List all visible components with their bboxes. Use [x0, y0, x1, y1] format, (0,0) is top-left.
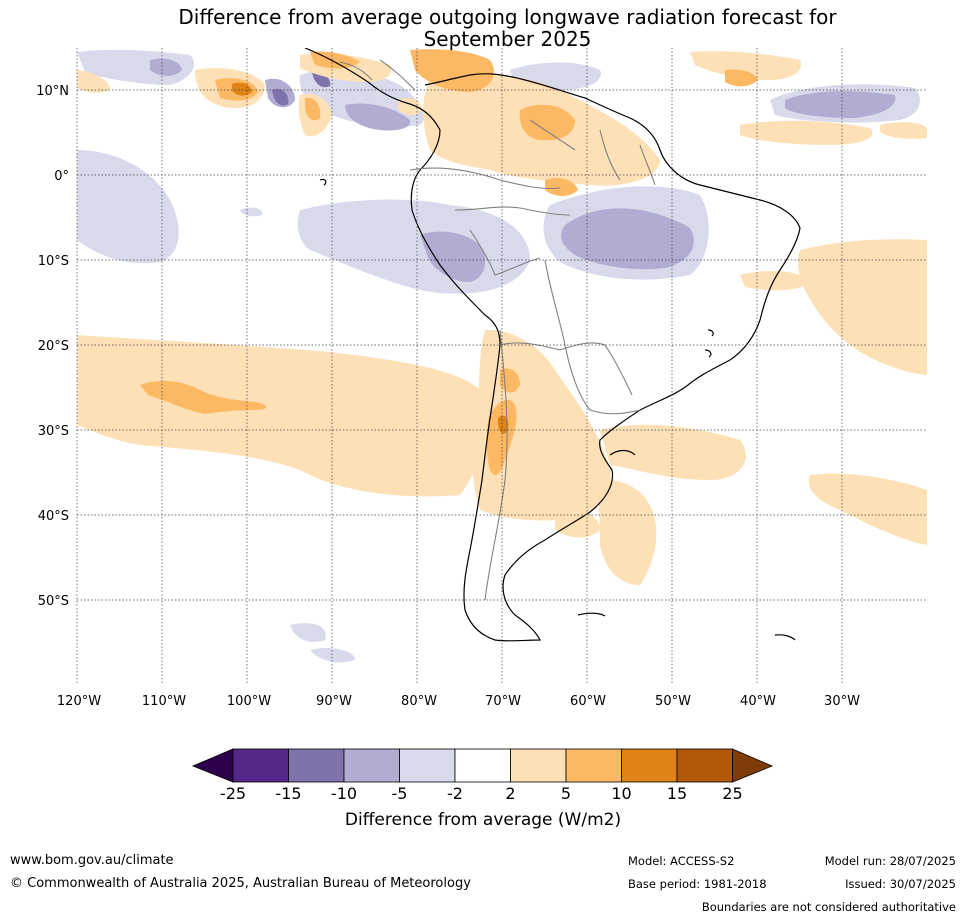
colorbar-tick-labels: -25 -15 -10 -5 -2 2 5 10 15 25 — [220, 784, 743, 803]
colorbar-title: Difference from average (W/m2) — [345, 810, 621, 830]
colorbar-tick: 25 — [722, 784, 742, 803]
map-title-line2: September 2025 — [423, 27, 592, 51]
lat-label: 10°S — [38, 254, 69, 269]
lon-label: 100°W — [227, 694, 271, 709]
lon-label: 110°W — [142, 694, 186, 709]
colorbar-tick: -10 — [331, 784, 357, 803]
colorbar-swatch — [454, 748, 511, 783]
anomaly-medium-purple — [150, 58, 896, 282]
lat-label: 40°S — [38, 509, 69, 524]
model-text: Model: ACCESS-S2 — [628, 854, 735, 868]
lon-label: 80°W — [401, 694, 437, 709]
base-period-text: Base period: 1981-2018 — [628, 877, 767, 891]
colorbar-swatch — [343, 748, 400, 783]
country-borders — [339, 59, 656, 601]
disclaimer-text: Boundaries are not considered authoritat… — [701, 900, 956, 914]
colorbar-swatch — [510, 748, 567, 783]
lon-label: 120°W — [57, 694, 101, 709]
lon-label: 90°W — [316, 694, 352, 709]
colorbar-tick: -5 — [392, 784, 408, 803]
colorbar: -25 -15 -10 -5 -2 2 5 10 15 25 Differenc… — [191, 748, 774, 830]
lat-label: 30°S — [38, 424, 69, 439]
lat-label: 50°S — [38, 594, 69, 609]
lon-label: 50°W — [655, 694, 691, 709]
lon-label: 40°W — [740, 694, 776, 709]
latitude-labels: 10°N 0° 10°S 20°S 30°S 40°S 50°S — [36, 84, 69, 609]
lon-label: 30°W — [824, 694, 860, 709]
model-run-text: Model run: 28/07/2025 — [824, 854, 956, 868]
colorbar-upper-extension — [732, 748, 774, 783]
colorbar-swatch — [676, 748, 733, 783]
colorbar-swatch — [232, 748, 289, 783]
colorbar-tick: 10 — [611, 784, 631, 803]
colorbar-tick: 2 — [505, 784, 515, 803]
colorbar-swatch — [288, 748, 345, 783]
colorbar-tick: -15 — [275, 784, 301, 803]
graticule — [76, 48, 927, 685]
map-title-line1: Difference from average outgoing longwav… — [178, 5, 837, 29]
colorbar-tick: 5 — [561, 784, 571, 803]
issued-text: Issued: 30/07/2025 — [845, 877, 956, 891]
colorbar-swatch — [565, 748, 622, 783]
lon-label: 70°W — [485, 694, 521, 709]
copyright-text: © Commonwealth of Australia 2025, Austra… — [10, 876, 471, 891]
lat-label: 10°N — [36, 84, 69, 99]
lon-label: 60°W — [570, 694, 606, 709]
anomaly-dark-orange — [232, 82, 509, 434]
coastline — [304, 48, 801, 642]
anomaly-field — [77, 49, 927, 663]
colorbar-tick: -2 — [447, 784, 463, 803]
website-link[interactable]: www.bom.gov.au/climate — [10, 853, 174, 868]
colorbar-lower-extension — [191, 748, 234, 783]
longitude-labels: 120°W 110°W 100°W 90°W 80°W 70°W 60°W 50… — [57, 694, 860, 709]
colorbar-swatch — [399, 748, 456, 783]
lat-label: 20°S — [38, 339, 69, 354]
lat-label: 0° — [54, 169, 69, 184]
colorbar-tick: 15 — [667, 784, 687, 803]
colorbar-swatch — [621, 748, 678, 783]
anomaly-light-orange — [77, 51, 927, 585]
colorbar-tick: -25 — [220, 784, 246, 803]
